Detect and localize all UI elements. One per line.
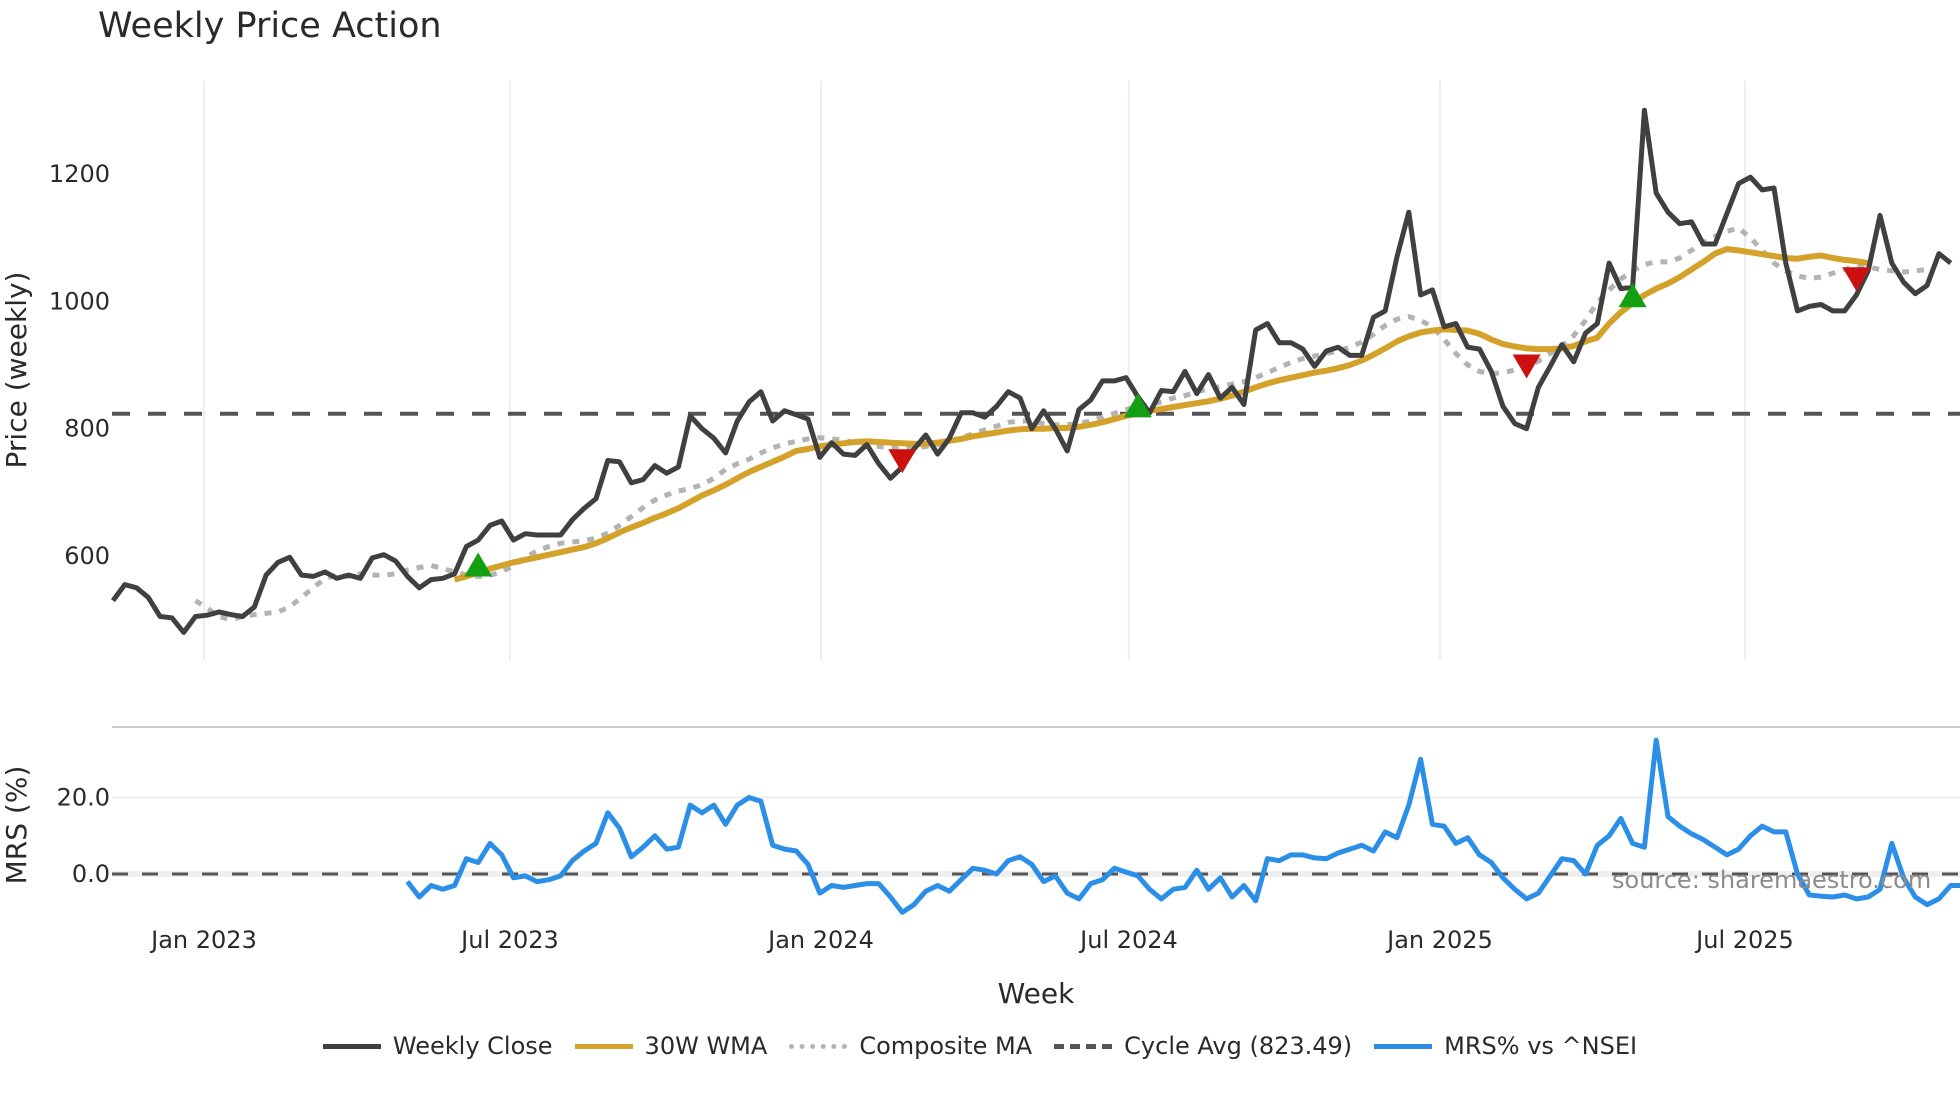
weekly-close-line bbox=[110, 107, 1953, 635]
legend-swatch-cycle-avg bbox=[1054, 1043, 1113, 1049]
mrs-line bbox=[405, 737, 1960, 915]
legend-label: 30W WMA bbox=[644, 1032, 768, 1060]
legend-swatch-30w-wma bbox=[574, 1043, 633, 1049]
x-axis-label: Week bbox=[998, 977, 1075, 1010]
axes: 1200 1000 800 600 20.0 0.0 Jan 2023 Jul 2023 Jan… bbox=[0, 160, 1794, 1010]
mrs-tick-label: 0.0 bbox=[72, 860, 110, 888]
mrs-panel bbox=[112, 737, 1960, 915]
legend-weekly-close[interactable]: Weekly Close bbox=[322, 1032, 553, 1060]
legend-mrs[interactable]: MRS% vs ^NSEI bbox=[1374, 1032, 1637, 1060]
sell-signal-marker bbox=[1512, 354, 1541, 379]
price-tick-label: 1000 bbox=[49, 287, 110, 315]
legend-label: Weekly Close bbox=[392, 1032, 553, 1060]
x-tick-label: Jan 2025 bbox=[1385, 926, 1493, 954]
legend-label: Cycle Avg (823.49) bbox=[1124, 1032, 1353, 1060]
legend-composite-ma[interactable]: Composite MA bbox=[789, 1032, 1032, 1060]
buy-signal-marker bbox=[464, 552, 493, 577]
x-tick-label: Jan 2023 bbox=[149, 926, 257, 954]
legend: Weekly Close 30W WMA Composite MA Cycle … bbox=[0, 1032, 1960, 1060]
buy-signal-marker bbox=[1123, 393, 1152, 418]
legend-cycle-avg[interactable]: Cycle Avg (823.49) bbox=[1054, 1032, 1352, 1060]
x-tick-label: Jul 2025 bbox=[1694, 926, 1794, 954]
chart-title: Weekly Price Action bbox=[98, 6, 442, 46]
mrs-tick-label: 20.0 bbox=[57, 784, 110, 812]
legend-30w-wma[interactable]: 30W WMA bbox=[574, 1032, 768, 1060]
legend-swatch-mrs bbox=[1374, 1043, 1433, 1049]
sell-signal-marker bbox=[888, 449, 917, 474]
buy-signal-marker bbox=[1618, 283, 1647, 308]
sell-signal-marker bbox=[1842, 267, 1871, 292]
price-tick-label: 600 bbox=[64, 542, 110, 570]
legend-label: Composite MA bbox=[859, 1032, 1033, 1060]
mrs-axis-label: MRS (%) bbox=[0, 766, 33, 885]
legend-swatch-weekly-close bbox=[322, 1043, 381, 1049]
price-tick-label: 800 bbox=[64, 415, 110, 443]
x-tick-label: Jan 2024 bbox=[766, 926, 874, 954]
gridlines bbox=[112, 81, 1960, 877]
legend-label: MRS% vs ^NSEI bbox=[1444, 1032, 1638, 1060]
price-axis-label: Price (weekly) bbox=[0, 272, 33, 469]
x-tick-label: Jul 2024 bbox=[1078, 926, 1178, 954]
x-tick-label: Jul 2023 bbox=[459, 926, 559, 954]
source-watermark: source: sharemaestro.com bbox=[1612, 866, 1932, 894]
price-panel bbox=[110, 107, 1960, 635]
legend-swatch-composite-ma bbox=[789, 1043, 848, 1049]
price-tick-label: 1200 bbox=[49, 160, 110, 188]
